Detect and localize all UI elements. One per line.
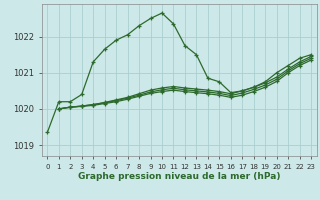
- X-axis label: Graphe pression niveau de la mer (hPa): Graphe pression niveau de la mer (hPa): [78, 172, 280, 181]
